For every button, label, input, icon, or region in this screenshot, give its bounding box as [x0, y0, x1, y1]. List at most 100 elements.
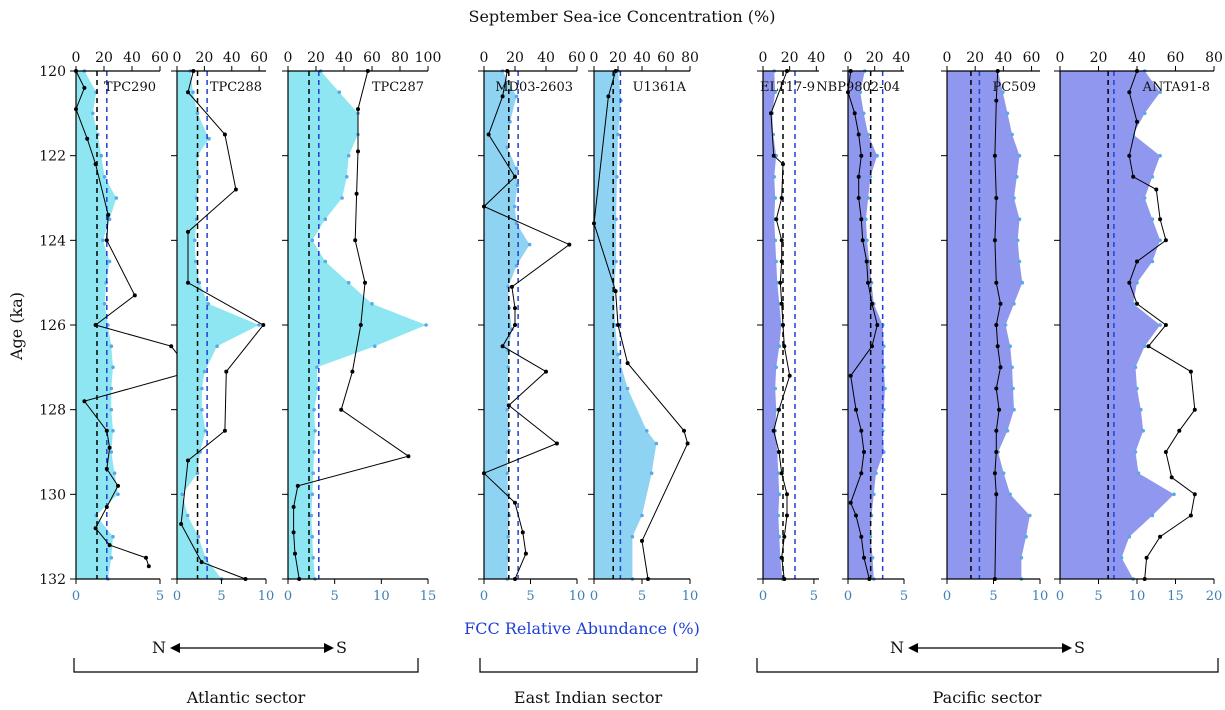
- arrow-head-left: [170, 643, 180, 653]
- abundance-area: [594, 71, 657, 579]
- abundance-point: [215, 344, 219, 349]
- sic-point: [93, 162, 98, 167]
- sic-point: [199, 560, 204, 565]
- panel-md03-2603: 0 20 40 60 0 5 10 MD03-2603: [478, 50, 586, 604]
- abundance-point: [311, 556, 316, 560]
- sic-point: [261, 323, 266, 327]
- sic-point: [859, 471, 864, 476]
- top-tick-label: 60: [1167, 50, 1185, 66]
- bottom-tick-label: 0: [72, 589, 80, 604]
- sic-point: [994, 386, 999, 391]
- abundance-point: [206, 302, 210, 306]
- abundance-point: [515, 183, 520, 188]
- atlantic-bracket: [73, 658, 419, 673]
- abundance-point: [773, 386, 777, 391]
- sic-point: [685, 441, 690, 446]
- top-tick-label: 0: [284, 50, 293, 66]
- sic-point: [1127, 90, 1132, 95]
- age-tick-label: 130: [39, 487, 66, 503]
- abundance-point: [107, 259, 112, 264]
- abundance-point: [883, 386, 887, 391]
- panel-tpc288: 0 20 40 60 0 5 10 TPC288: [171, 50, 274, 604]
- sic-point: [1163, 238, 1168, 243]
- top-axis-title: September Sea-ice Concentration (%): [469, 7, 776, 26]
- top-tick-label: 20: [781, 50, 799, 66]
- abundance-point: [370, 302, 374, 306]
- sic-point: [222, 428, 227, 433]
- sic-point: [1135, 119, 1139, 124]
- sic-point: [1192, 492, 1197, 497]
- abundance-point: [645, 429, 649, 433]
- pacific-bracket: [756, 658, 1219, 673]
- abundance-point: [1119, 556, 1124, 560]
- top-tick-label: 40: [892, 50, 910, 66]
- abundance-point: [1010, 365, 1014, 370]
- sic-point: [862, 450, 866, 454]
- abundance-point: [323, 259, 328, 264]
- top-tick-label: 40: [994, 50, 1012, 66]
- top-tick-label: 0: [1056, 50, 1065, 66]
- sic-point: [682, 428, 686, 433]
- sic-point: [353, 238, 358, 243]
- abundance-point: [776, 471, 781, 476]
- bottom-tick-label: 10: [258, 589, 275, 604]
- sic-point: [856, 196, 861, 200]
- sic-point: [506, 403, 511, 408]
- abundance-point: [1150, 217, 1155, 221]
- bottom-tick-label: 5: [638, 589, 646, 604]
- sic-point: [224, 369, 229, 374]
- sic-point: [406, 454, 411, 459]
- sic-point: [222, 132, 227, 137]
- panel-pc509: 0 20 40 60 0 5 10 PC509: [941, 50, 1048, 604]
- sic-point: [93, 323, 98, 327]
- abundance-point: [1015, 175, 1019, 179]
- bottom-tick-label: 5: [526, 589, 534, 604]
- sic-point: [994, 428, 999, 433]
- abundance-point: [1008, 344, 1012, 349]
- abundance-point: [512, 204, 517, 209]
- age-tick-label: 128: [39, 403, 66, 419]
- sic-point: [616, 323, 620, 327]
- indian-sector-label: East Indian sector: [514, 688, 663, 707]
- north-label: N: [890, 638, 904, 657]
- top-tick-label: 100: [415, 50, 442, 66]
- sic-point: [777, 407, 781, 412]
- sic-point: [500, 344, 505, 349]
- abundance-point: [868, 534, 873, 539]
- abundance-point: [1150, 259, 1155, 264]
- abundance-point: [1011, 386, 1015, 391]
- sic-point: [1154, 187, 1159, 192]
- abundance-point: [323, 217, 328, 221]
- sic-point: [82, 85, 87, 90]
- sic-point: [186, 280, 190, 285]
- sic-point: [144, 555, 148, 560]
- sic-point: [771, 153, 776, 158]
- abundance-point: [116, 492, 120, 497]
- abundance-point: [207, 136, 211, 141]
- abundance-point: [1017, 259, 1022, 264]
- abundance-point: [195, 111, 200, 116]
- abundance-point: [630, 534, 635, 539]
- bottom-tick-label: 0: [1056, 589, 1064, 604]
- abundance-point: [772, 175, 776, 179]
- abundance-point: [424, 323, 428, 327]
- sic-point: [785, 513, 789, 518]
- abundance-point: [872, 492, 876, 497]
- top-tick-label: 60: [363, 50, 381, 66]
- abundance-point: [195, 471, 200, 476]
- abundance-point: [257, 323, 261, 327]
- top-tick-label: 40: [335, 50, 353, 66]
- abundance-point: [315, 365, 319, 370]
- sic-point: [1192, 407, 1197, 412]
- sic-line: [483, 70, 571, 580]
- top-tick-label: 60: [568, 50, 586, 66]
- sic-point: [640, 538, 644, 543]
- abundance-point: [1158, 90, 1162, 94]
- abundance-point: [649, 471, 654, 476]
- sic-point: [82, 399, 87, 404]
- abundance-point: [777, 344, 782, 349]
- sic-point: [606, 94, 611, 99]
- abundance-point: [345, 175, 349, 179]
